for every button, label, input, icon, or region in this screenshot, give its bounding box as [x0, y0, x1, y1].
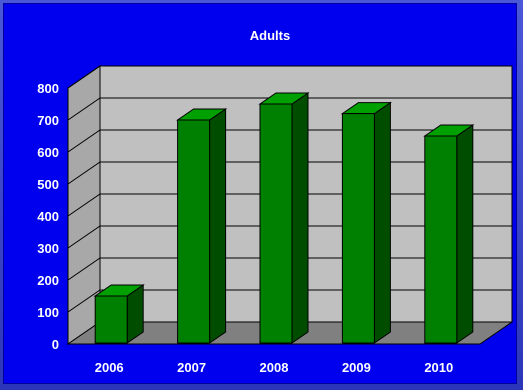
- x-tick-label: 2010: [424, 360, 453, 375]
- bar-2007: [175, 108, 228, 344]
- y-tick-label: 500: [37, 177, 59, 192]
- bars: [93, 92, 475, 344]
- gridline: [67, 65, 512, 89]
- x-tick-label: 2009: [342, 360, 371, 375]
- y-tick-label: 700: [37, 113, 59, 128]
- y-tick-label: 600: [37, 145, 59, 160]
- bar-side: [373, 101, 391, 344]
- bar-2008: [258, 92, 310, 344]
- y-tick-label: 100: [37, 305, 59, 320]
- bar-side: [456, 124, 474, 344]
- y-tick-label: 800: [37, 81, 59, 96]
- bar-front: [259, 103, 293, 344]
- bar-front: [94, 295, 128, 344]
- gridline: [67, 97, 512, 121]
- chart-title: Adults: [250, 28, 290, 43]
- x-tick-label: 2008: [260, 360, 289, 375]
- x-tick-label: 2006: [95, 360, 124, 375]
- bar-front: [424, 135, 458, 344]
- y-tick-label: 200: [37, 273, 59, 288]
- bar-front: [177, 119, 211, 344]
- y-tick-label: 0: [52, 337, 59, 352]
- bar-2006: [93, 284, 145, 344]
- y-tick-label: 400: [37, 209, 59, 224]
- bar-side: [209, 108, 227, 344]
- bar-2010: [423, 124, 475, 344]
- y-axis-ticks: 0 100 200 300 400 500 600 700 800: [37, 81, 59, 352]
- y-tick-label: 300: [37, 241, 59, 256]
- bar-front: [341, 113, 375, 344]
- x-tick-label: 2007: [177, 360, 206, 375]
- x-axis-ticks: 2006 2007 2008 2009 2010: [95, 360, 454, 375]
- bar-side: [291, 92, 309, 344]
- bar-2009: [340, 101, 393, 344]
